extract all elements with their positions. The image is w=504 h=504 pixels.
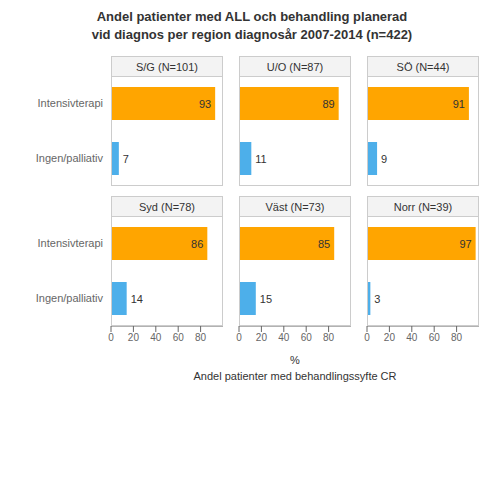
svg-text:60: 60 [301, 332, 313, 343]
html-text:vid diagnos per region diagnos: vid diagnos per region diagnosår 2007-20… [91, 27, 413, 42]
html-text:Andel patienter med behandling: Andel patienter med behandlingssyfte CR [193, 370, 397, 382]
svg-text:20: 20 [256, 332, 268, 343]
svg-text:80: 80 [195, 332, 207, 343]
svg-text:11: 11 [255, 153, 266, 165]
svg-text:14: 14 [131, 293, 143, 305]
svg-text:40: 40 [150, 332, 162, 343]
svg-text:89: 89 [322, 98, 334, 110]
html-text:Andel patienter med ALL och be: Andel patienter med ALL och behandling p… [96, 9, 408, 24]
svg-text:Intensivterapi: Intensivterapi [38, 97, 103, 109]
html-text:Syd (N=78): Syd (N=78) [139, 200, 195, 213]
svg-text:20: 20 [128, 332, 140, 343]
svg-text:3: 3 [374, 293, 380, 305]
svg-text:93: 93 [199, 98, 211, 110]
svg-text:0: 0 [108, 332, 114, 343]
svg-text:15: 15 [260, 293, 272, 305]
svg-text:97: 97 [459, 238, 471, 250]
svg-text:Ingen/palliativ: Ingen/palliativ [36, 152, 104, 164]
svg-text:91: 91 [453, 98, 465, 110]
html-text:U/O (N=87): U/O (N=87) [266, 60, 324, 73]
svg-text:7: 7 [123, 153, 129, 165]
svg-text:40: 40 [278, 332, 290, 343]
svg-text:80: 80 [451, 332, 463, 343]
html-text:SÖ (N=44): SÖ (N=44) [396, 60, 450, 73]
html-text:Norr (N=39): Norr (N=39) [393, 200, 453, 213]
svg-text:9: 9 [381, 153, 387, 165]
svg-text:Intensivterapi: Intensivterapi [38, 237, 103, 249]
svg-text:0: 0 [236, 332, 242, 343]
svg-text:Ingen/palliativ: Ingen/palliativ [36, 292, 104, 304]
svg-text:0: 0 [364, 332, 370, 343]
svg-text:40: 40 [406, 332, 418, 343]
html-text:S/G (N=101): S/G (N=101) [136, 60, 198, 73]
svg-text:86: 86 [191, 238, 203, 250]
svg-text:80: 80 [323, 332, 335, 343]
svg-text:60: 60 [173, 332, 185, 343]
svg-text:85: 85 [318, 238, 330, 250]
html-text:Väst (N=73): Väst (N=73) [265, 200, 325, 213]
svg-text:20: 20 [384, 332, 396, 343]
svg-text:60: 60 [429, 332, 441, 343]
